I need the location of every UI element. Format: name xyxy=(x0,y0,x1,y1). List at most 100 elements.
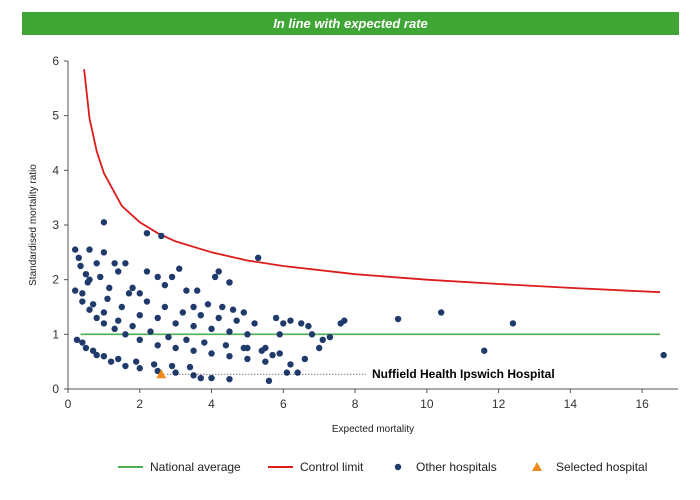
other-hospital-point xyxy=(71,246,79,253)
x-tick-label: 14 xyxy=(564,397,578,411)
legend-national-average-label: National average xyxy=(150,460,241,474)
other-hospital-point xyxy=(106,284,113,292)
legend-selected-hospital-swatch xyxy=(532,462,542,471)
status-banner: In line with expected rate xyxy=(22,12,679,35)
y-tick-label: 3 xyxy=(52,218,59,232)
other-hospital-point xyxy=(129,322,136,330)
other-hospital-point xyxy=(158,232,165,240)
other-hospital-point xyxy=(341,317,348,324)
other-hospital-point xyxy=(143,230,151,237)
other-hospital-point xyxy=(394,315,402,323)
other-hospital-point xyxy=(154,273,161,281)
other-hospital-point xyxy=(122,331,129,338)
legend-other-hospitals-label: Other hospitals xyxy=(416,460,497,474)
other-hospital-point xyxy=(136,336,143,343)
other-hospital-point xyxy=(104,295,111,302)
other-hospital-point xyxy=(201,339,208,346)
y-axis-label: Standardised mortality ratio xyxy=(28,164,39,286)
other-hospital-point xyxy=(254,254,262,261)
other-hospital-point xyxy=(308,331,316,338)
other-hospital-point xyxy=(168,273,176,281)
other-hospital-point xyxy=(84,279,91,286)
other-hospital-point xyxy=(129,284,136,292)
y-tick-label: 0 xyxy=(52,382,59,396)
other-hospital-point xyxy=(244,331,251,338)
other-hospital-point xyxy=(215,314,222,322)
y-tick-label: 1 xyxy=(52,327,59,341)
other-hospital-point xyxy=(93,351,100,359)
other-hospital-point xyxy=(73,336,81,343)
other-hospital-point xyxy=(660,351,667,359)
other-hospital-point xyxy=(79,298,86,305)
x-tick-label: 12 xyxy=(492,397,506,411)
other-hospital-point xyxy=(118,303,126,311)
other-hospital-point xyxy=(79,339,86,346)
other-hospital-point xyxy=(89,301,97,308)
other-hospital-point xyxy=(115,317,122,324)
other-hospital-point xyxy=(100,309,108,316)
x-axis-label: Expected mortality xyxy=(332,424,414,435)
other-hospital-point xyxy=(183,287,190,294)
other-hospital-point xyxy=(197,312,204,319)
other-hospital-point xyxy=(197,374,204,382)
other-hospital-point xyxy=(186,363,194,371)
legend-selected-hospital-label: Selected hospital xyxy=(556,460,647,474)
other-hospital-point xyxy=(100,219,108,226)
other-hospital-point xyxy=(100,353,108,360)
other-hospital-point xyxy=(190,322,197,330)
other-hospital-point xyxy=(208,325,215,333)
other-hospital-point xyxy=(193,287,201,294)
other-hospital-point xyxy=(226,279,233,286)
other-hospital-point xyxy=(226,328,233,335)
legend-other-hospitals-swatch xyxy=(394,463,402,471)
other-hospital-point xyxy=(136,312,143,319)
other-hospital-point xyxy=(136,365,143,372)
legend: National average Control limit Other hos… xyxy=(118,460,647,474)
x-tick-label: 4 xyxy=(208,397,215,411)
other-hospital-point xyxy=(161,303,169,311)
other-hospital-point xyxy=(147,328,154,335)
other-hospital-point xyxy=(143,268,151,275)
other-hospital-point xyxy=(79,290,86,297)
other-hospital-point xyxy=(276,331,283,338)
y-tick-label: 6 xyxy=(52,54,59,68)
other-hospital-point xyxy=(161,281,169,289)
x-tick-label: 10 xyxy=(420,397,434,411)
other-hospital-point xyxy=(122,362,129,370)
other-hospital-point xyxy=(75,254,82,261)
y-tick-label: 4 xyxy=(52,163,59,177)
other-hospital-point xyxy=(143,298,151,305)
other-hospital-point xyxy=(287,317,294,324)
other-hospital-point xyxy=(154,314,161,322)
other-hospital-point xyxy=(251,320,258,327)
other-hospital-point xyxy=(111,325,118,333)
x-tick-label: 2 xyxy=(136,397,143,411)
other-hospital-point xyxy=(265,377,273,384)
other-hospital-point xyxy=(233,317,240,324)
data-points xyxy=(71,219,667,384)
other-hospital-point xyxy=(226,375,233,383)
other-hospital-point xyxy=(190,372,197,379)
other-hospital-point xyxy=(132,358,140,365)
other-hospital-point xyxy=(172,369,179,376)
other-hospital-point xyxy=(107,358,115,365)
other-hospital-point xyxy=(111,260,118,267)
other-hospital-point xyxy=(240,309,248,316)
other-hospital-point xyxy=(125,290,133,297)
other-hospital-point xyxy=(172,344,179,352)
other-hospital-point xyxy=(82,271,90,278)
other-hospital-point xyxy=(93,260,100,267)
other-hospital-point xyxy=(269,351,276,359)
x-tick-label: 0 xyxy=(65,397,72,411)
other-hospital-point xyxy=(154,367,161,375)
other-hospital-point xyxy=(244,355,251,363)
x-tick-label: 8 xyxy=(352,397,359,411)
other-hospital-point xyxy=(211,273,219,281)
other-hospital-point xyxy=(305,322,312,330)
other-hospital-point xyxy=(298,320,305,327)
other-hospital-point xyxy=(89,347,97,354)
other-hospital-point xyxy=(262,344,269,352)
other-hospital-point xyxy=(219,303,226,311)
other-hospital-point xyxy=(222,342,230,349)
